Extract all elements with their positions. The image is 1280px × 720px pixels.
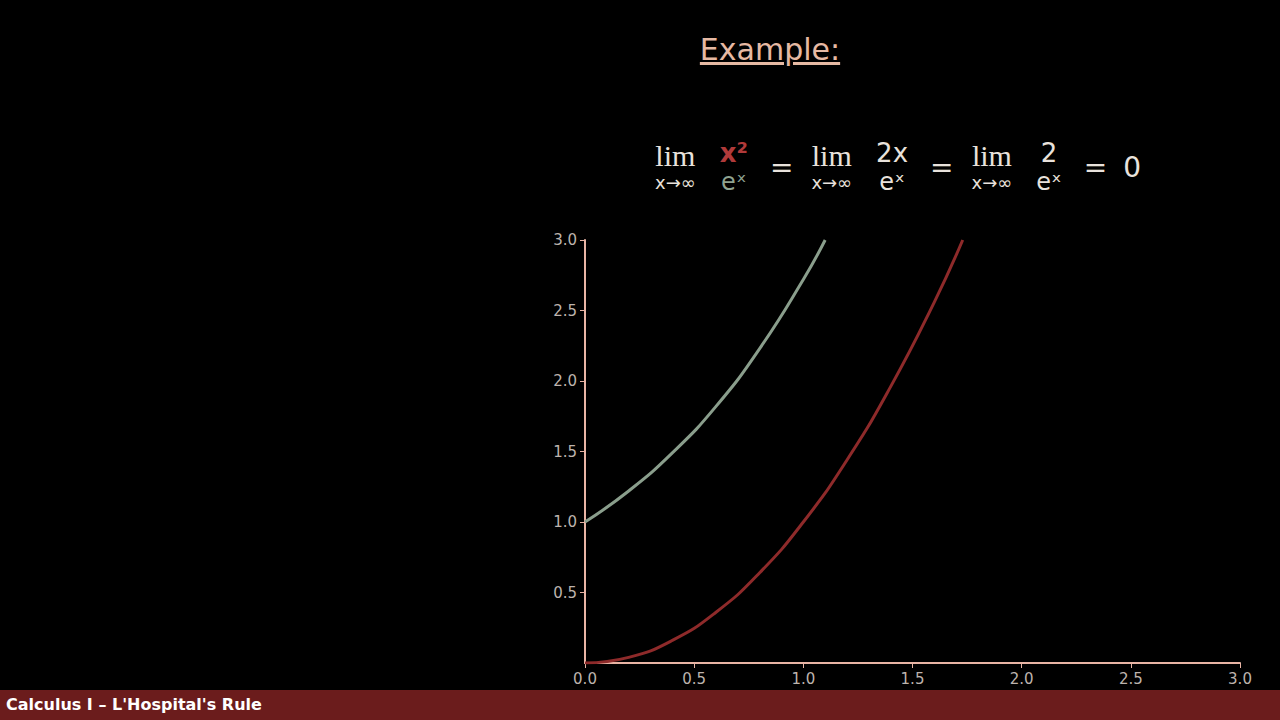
html-text:lim: lim — [971, 139, 1012, 172]
svg-text:1.0: 1.0 — [553, 513, 577, 531]
svg-text:0.5: 0.5 — [553, 584, 577, 602]
svg-text:2.0: 2.0 — [1010, 670, 1034, 688]
html-text:2x: 2x — [876, 138, 908, 168]
html-text:eˣ: eˣ — [879, 168, 905, 196]
html-text:0: 0 — [1123, 150, 1141, 184]
html-text:eˣ: eˣ — [1036, 168, 1062, 196]
svg-text:3.0: 3.0 — [1228, 670, 1252, 688]
svg-text:2.5: 2.5 — [1119, 670, 1143, 688]
html-text:Calculus I – L'Hospital's Rule: Calculus I – L'Hospital's Rule — [6, 695, 262, 714]
html-text:2: 2 — [1040, 138, 1058, 168]
html-text:eˣ: eˣ — [721, 168, 747, 196]
svg-text:2.5: 2.5 — [553, 302, 577, 320]
html-text:lim: lim — [655, 139, 696, 172]
html-text:lim: lim — [811, 139, 852, 172]
svg-text:2.0: 2.0 — [553, 372, 577, 390]
svg-text:1.5: 1.5 — [901, 670, 925, 688]
html-text:x→∞: x→∞ — [811, 172, 853, 193]
svg-text:0.0: 0.0 — [573, 670, 597, 688]
html-text:x→∞: x→∞ — [655, 172, 696, 193]
html-text:Example:: Example: — [699, 32, 841, 67]
svg-text:1.0: 1.0 — [791, 670, 815, 688]
html-text:x→∞: x→∞ — [971, 172, 1013, 193]
html-text:x²: x² — [719, 138, 748, 168]
svg-text:1.5: 1.5 — [553, 443, 577, 461]
svg-text:0.5: 0.5 — [682, 670, 706, 688]
svg-text:3.0: 3.0 — [553, 231, 577, 249]
